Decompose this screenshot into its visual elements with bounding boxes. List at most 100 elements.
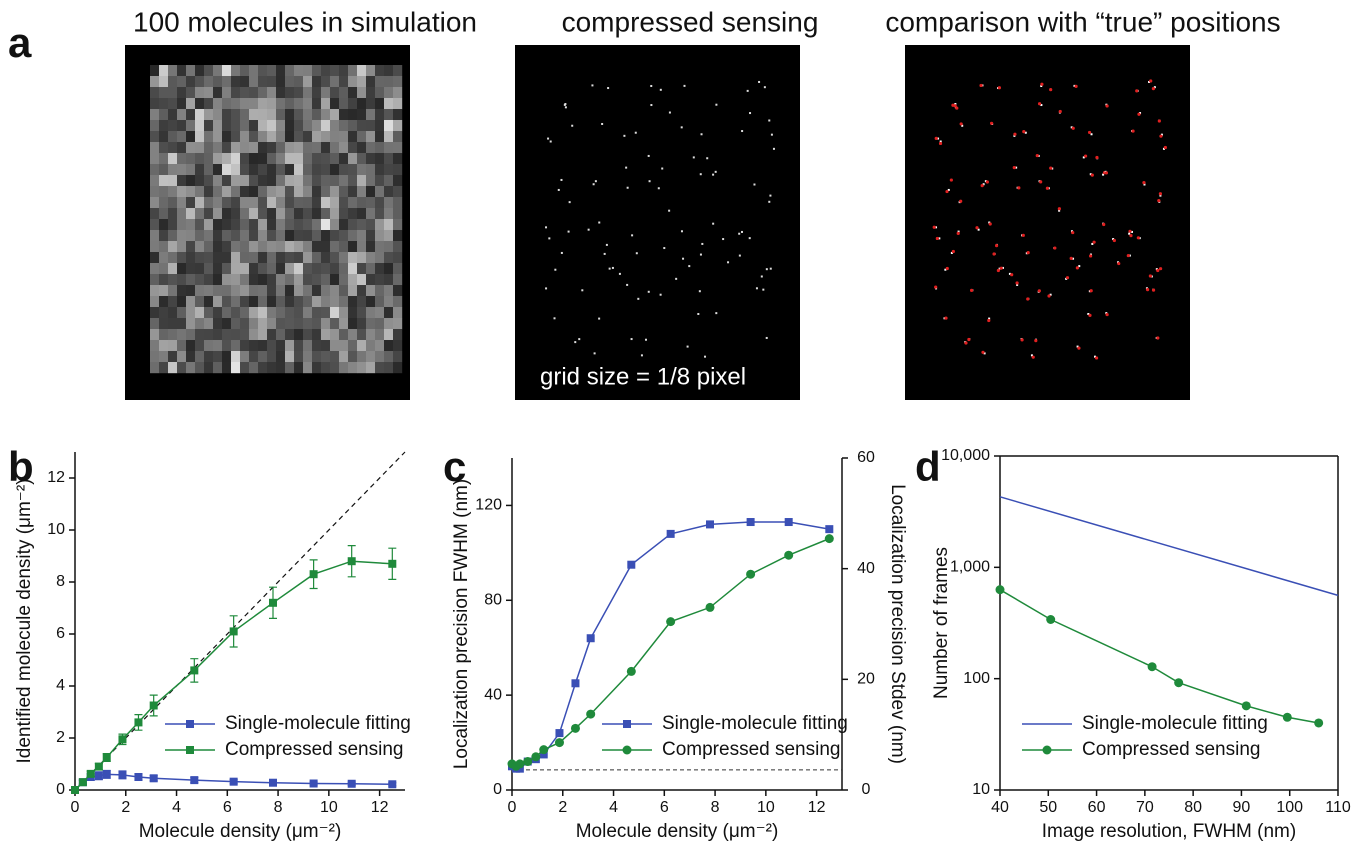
dot — [758, 80, 761, 83]
pixel — [393, 120, 403, 132]
pixel — [168, 98, 178, 110]
pixel — [294, 164, 304, 176]
pixel — [267, 186, 277, 198]
pixel — [348, 230, 358, 242]
marker — [622, 745, 632, 755]
pixel — [375, 120, 385, 132]
pixel — [213, 164, 223, 176]
y-tick-label: 0 — [493, 781, 502, 798]
pixel — [159, 164, 169, 176]
pixel — [168, 362, 178, 374]
dot — [598, 317, 601, 320]
pixel — [339, 340, 349, 352]
pixel — [159, 197, 169, 209]
pixel — [294, 219, 304, 231]
dot — [769, 194, 772, 197]
x-tick-label: 0 — [71, 799, 80, 816]
pixel — [240, 351, 250, 363]
dot — [768, 200, 771, 203]
pixel — [159, 120, 169, 132]
dot — [657, 187, 660, 190]
pixel — [294, 318, 304, 330]
pixel — [204, 131, 214, 143]
dot — [982, 183, 985, 186]
pixel — [393, 219, 403, 231]
pixel — [213, 307, 223, 319]
dot — [749, 112, 752, 115]
pixel — [213, 219, 223, 231]
pixel — [231, 340, 241, 352]
pixel — [222, 307, 232, 319]
x-axis-label: Image resolution, FWHM (nm) — [1042, 821, 1296, 842]
pixel — [159, 208, 169, 220]
pixel — [330, 186, 340, 198]
pixel — [303, 153, 313, 165]
pixel — [231, 318, 241, 330]
pixel — [195, 252, 205, 264]
dot — [592, 183, 595, 186]
dot — [659, 293, 662, 296]
pixel — [366, 175, 376, 187]
pixel — [393, 76, 403, 88]
dot — [964, 341, 968, 345]
dot — [1094, 356, 1099, 360]
pixel — [294, 362, 304, 374]
dot — [1088, 254, 1093, 258]
dot — [1008, 272, 1011, 275]
pixel — [357, 142, 367, 154]
pixel — [285, 285, 295, 297]
pixel — [204, 109, 214, 121]
pixel — [258, 98, 268, 110]
y-tick-label: 0 — [56, 781, 65, 798]
pixel — [195, 340, 205, 352]
pixel — [186, 318, 196, 330]
pixel — [321, 109, 331, 121]
dot — [1159, 134, 1163, 138]
pixel — [285, 252, 295, 264]
pixel — [249, 285, 259, 297]
dot — [630, 338, 633, 341]
pixel — [195, 131, 205, 143]
pixel — [321, 241, 331, 253]
pixel — [186, 351, 196, 363]
dot — [985, 180, 989, 184]
pixel — [339, 241, 349, 253]
dot — [1049, 166, 1053, 170]
dot — [601, 122, 604, 125]
pixel — [249, 351, 259, 363]
marker — [1282, 712, 1292, 722]
dot — [1049, 293, 1052, 296]
pixel — [231, 153, 241, 165]
pixel — [186, 252, 196, 264]
pixel — [159, 340, 169, 352]
pixel — [213, 65, 223, 77]
pixel — [159, 175, 169, 187]
dot — [650, 104, 653, 107]
dot — [950, 251, 953, 254]
pixel — [168, 76, 178, 88]
x-axis-label: Molecule density (μm⁻²) — [139, 821, 342, 842]
dot — [998, 267, 1001, 270]
pixel — [249, 131, 259, 143]
pixel — [258, 340, 268, 352]
dot — [1012, 166, 1016, 170]
dot — [934, 136, 938, 140]
pixel — [177, 362, 187, 374]
pixel — [276, 208, 286, 220]
pixel — [384, 197, 394, 209]
dot — [741, 130, 744, 133]
pixel — [375, 87, 385, 99]
dot — [574, 341, 577, 344]
legend-label: Compressed sensing — [662, 739, 840, 760]
pixel — [186, 362, 196, 374]
dot — [1021, 233, 1025, 237]
pixel — [222, 175, 232, 187]
pixel — [294, 120, 304, 132]
dot — [722, 238, 725, 241]
pixel — [159, 351, 169, 363]
dot — [1117, 261, 1121, 266]
pixel — [186, 98, 196, 110]
x-tick-label: 12 — [808, 799, 826, 816]
pixel — [294, 274, 304, 286]
pixel — [213, 131, 223, 143]
